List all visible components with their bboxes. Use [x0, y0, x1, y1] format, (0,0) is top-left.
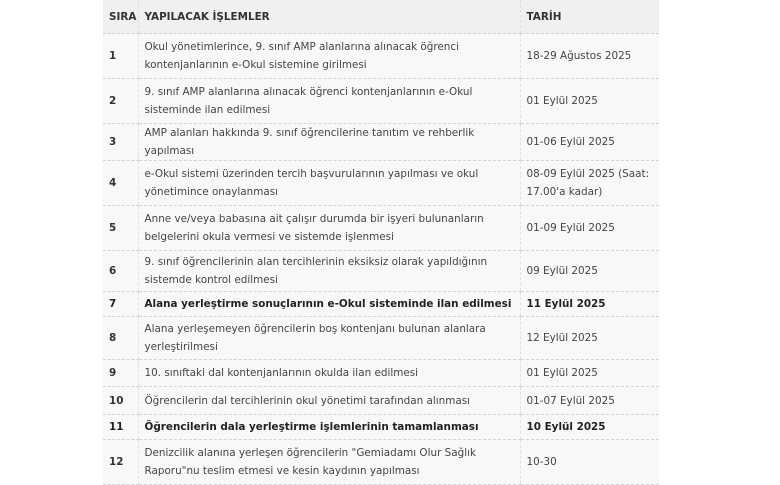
header-row: SIRA YAPILACAK İŞLEMLER TARİH [103, 0, 659, 34]
header-task: YAPILACAK İŞLEMLER [137, 0, 520, 34]
cell-task: Alana yerleşemeyen öğrencilerin boş kont… [137, 316, 520, 360]
cell-no: 11 [103, 414, 138, 440]
cell-task: Öğrencilerin dala yerleştirme işlemlerin… [137, 414, 520, 440]
header-date: TARİH [519, 0, 659, 34]
cell-date: 09 Eylül 2025 [519, 250, 659, 292]
table-row: 6 9. sınıf öğrencilerinin alan tercihleri… [103, 250, 659, 292]
header-no: SIRA [103, 0, 138, 34]
schedule-table: SIRA YAPILACAK İŞLEMLER TARİH 1 Okul yöne… [103, 0, 659, 485]
cell-no: 5 [103, 205, 138, 251]
table-row: 8 Alana yerleşemeyen öğrencilerin boş kon… [103, 316, 659, 360]
cell-no: 1 [103, 33, 138, 79]
cell-no: 4 [103, 160, 138, 206]
cell-no: 8 [103, 316, 138, 360]
cell-date: 11 Eylül 2025 [519, 291, 659, 317]
cell-no: 3 [103, 123, 138, 161]
table-row: 4 e-Okul sistemi üzerinden tercih başvuru… [103, 160, 659, 206]
cell-date: 01-07 Eylül 2025 [519, 386, 659, 415]
table-row: 9 10. sınıftaki dal kontenjanlarının okul… [103, 359, 659, 387]
cell-no: 2 [103, 78, 138, 124]
cell-date: 01 Eylül 2025 [519, 78, 659, 124]
cell-date: 01-09 Eylül 2025 [519, 205, 659, 251]
table-row: 3 AMP alanları hakkında 9. sınıf öğrencil… [103, 123, 659, 161]
cell-no: 10 [103, 386, 138, 415]
table-row: 5 Anne ve/veya babasına ait çalışır durum… [103, 205, 659, 251]
cell-task: Denizcilik alanına yerleşen öğrencilerin… [137, 439, 520, 485]
cell-no: 7 [103, 291, 138, 317]
cell-task: e-Okul sistemi üzerinden tercih başvurul… [137, 160, 520, 206]
cell-date: 12 Eylül 2025 [519, 316, 659, 360]
table-row: 1 Okul yönetimlerince, 9. sınıf AMP alanl… [103, 33, 659, 79]
cell-no: 12 [103, 439, 138, 485]
cell-task: AMP alanları hakkında 9. sınıf öğrencile… [137, 123, 520, 161]
table-row: 2 9. sınıf AMP alanlarına alınacak öğrenc… [103, 78, 659, 124]
cell-date: 10-30 [519, 439, 659, 485]
cell-task: Öğrencilerin dal tercihlerinin okul yöne… [137, 386, 520, 415]
cell-date: 01-06 Eylül 2025 [519, 123, 659, 161]
cell-task: 9. sınıf AMP alanlarına alınacak öğrenci… [137, 78, 520, 124]
table-row: 12 Denizcilik alanına yerleşen öğrenciler… [103, 439, 659, 485]
table-row: 10 Öğrencilerin dal tercihlerinin okul yö… [103, 386, 659, 415]
cell-no: 9 [103, 359, 138, 387]
cell-task: Okul yönetimlerince, 9. sınıf AMP alanla… [137, 33, 520, 79]
cell-task: Alana yerleştirme sonuçlarının e-Okul si… [137, 291, 520, 317]
cell-task: Anne ve/veya babasına ait çalışır durumd… [137, 205, 520, 251]
cell-date: 10 Eylül 2025 [519, 414, 659, 440]
table-row: 7 Alana yerleştirme sonuçlarının e-Okul s… [103, 291, 659, 317]
cell-date: 01 Eylül 2025 [519, 359, 659, 387]
cell-task: 9. sınıf öğrencilerinin alan tercihlerin… [137, 250, 520, 292]
cell-date: 18-29 Ağustos 2025 [519, 33, 659, 79]
table-row: 11 Öğrencilerin dala yerleştirme işlemler… [103, 414, 659, 440]
cell-date: 08-09 Eylül 2025 (Saat: 17.00'a kadar) [519, 160, 659, 206]
cell-task: 10. sınıftaki dal kontenjanlarının okuld… [137, 359, 520, 387]
cell-no: 6 [103, 250, 138, 292]
